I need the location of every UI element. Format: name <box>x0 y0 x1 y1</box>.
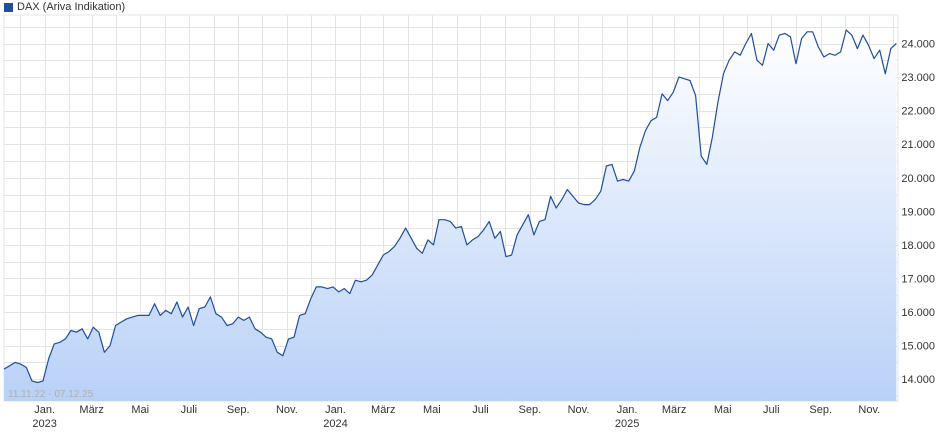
legend: DAX (Ariva Indikation) <box>4 1 125 13</box>
x-tick-label: Jan. <box>617 404 638 416</box>
y-tick-label: 14.000 <box>901 374 935 386</box>
x-tick-label: Juli <box>181 404 198 416</box>
y-tick-label: 20.000 <box>901 173 935 185</box>
y-tick-label: 23.000 <box>901 72 935 84</box>
legend-label: DAX (Ariva Indikation) <box>17 1 126 13</box>
y-tick-label: 24.000 <box>901 39 935 51</box>
x-tick-label: Jan. <box>325 404 346 416</box>
x-year-label: 2024 <box>323 418 347 430</box>
x-axis: Jan. 2023 März Mai Juli Sep. Nov. Jan. 2024 März M… <box>32 404 880 430</box>
x-tick-label: Mai <box>423 404 441 416</box>
line-layer <box>3 29 897 384</box>
x-tick-label: Sep. <box>227 404 250 416</box>
x-tick-label: Sep. <box>519 404 542 416</box>
legend-swatch <box>4 2 13 12</box>
x-tick-label: Nov. <box>858 404 880 416</box>
x-tick-label: März <box>662 404 686 416</box>
area-layer <box>4 30 897 401</box>
y-tick-label: 18.000 <box>901 240 935 252</box>
y-axis: 14.000 15.000 16.000 17.000 18.000 19.000 20.0… <box>901 39 935 387</box>
y-tick-label: 21.000 <box>901 139 935 151</box>
series-area <box>4 30 897 401</box>
x-tick-label: Nov. <box>568 404 590 416</box>
x-tick-label: Juli <box>472 404 489 416</box>
series-line <box>3 29 897 384</box>
x-tick-label: Nov. <box>276 404 298 416</box>
x-tick-label: Jan. <box>34 404 55 416</box>
x-tick-label: März <box>371 404 395 416</box>
x-tick-label: Mai <box>714 404 732 416</box>
x-year-label: 2025 <box>615 418 639 430</box>
y-tick-label: 22.000 <box>901 106 935 118</box>
x-tick-label: Sep. <box>809 404 832 416</box>
x-tick-label: Juli <box>763 404 780 416</box>
x-year-label: 2023 <box>32 418 56 430</box>
y-tick-label: 19.000 <box>901 206 935 218</box>
y-tick-label: 15.000 <box>901 341 935 353</box>
x-tick-label: März <box>79 404 103 416</box>
y-tick-label: 16.000 <box>901 307 935 319</box>
y-tick-label: 17.000 <box>901 273 935 285</box>
date-range-label: 11.11.22 - 07.12.25 <box>8 389 94 400</box>
x-tick-label: Mai <box>131 404 149 416</box>
